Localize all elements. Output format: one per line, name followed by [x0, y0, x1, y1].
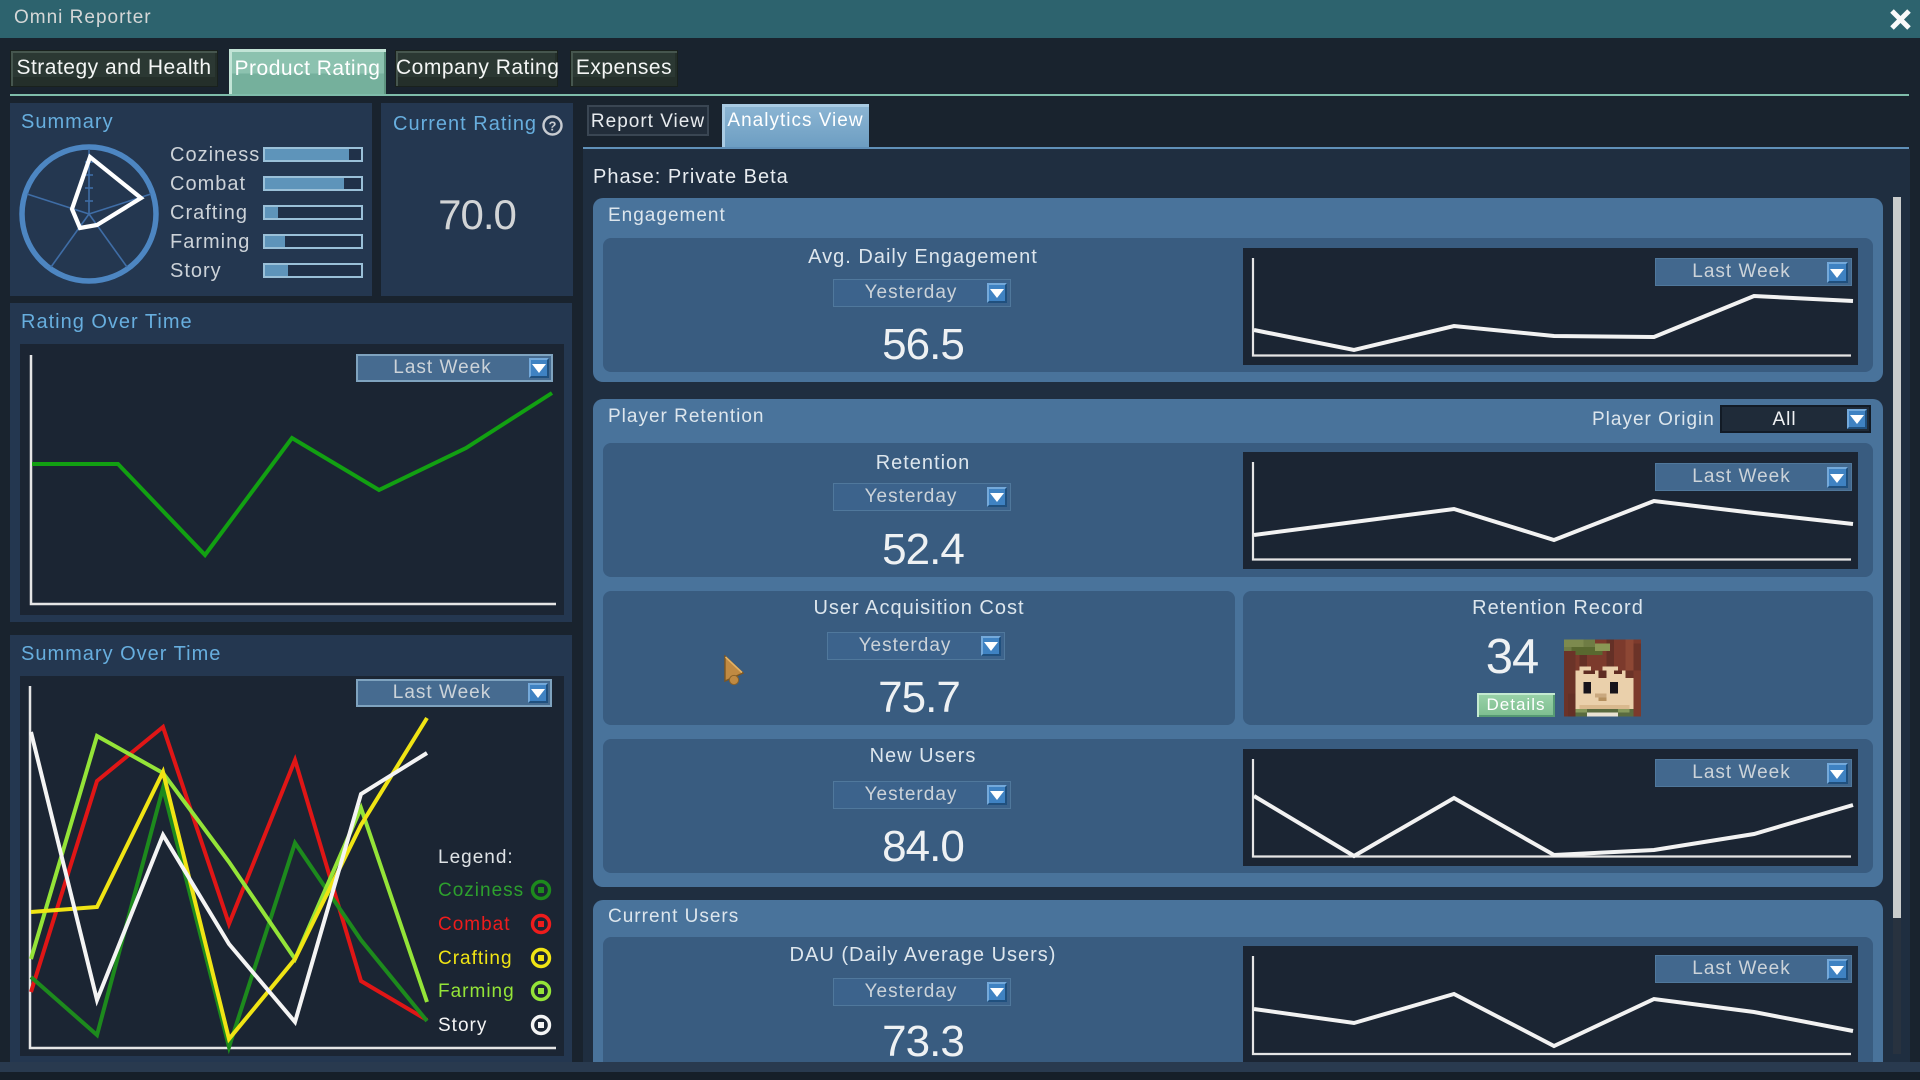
- svg-text:?: ?: [549, 119, 557, 134]
